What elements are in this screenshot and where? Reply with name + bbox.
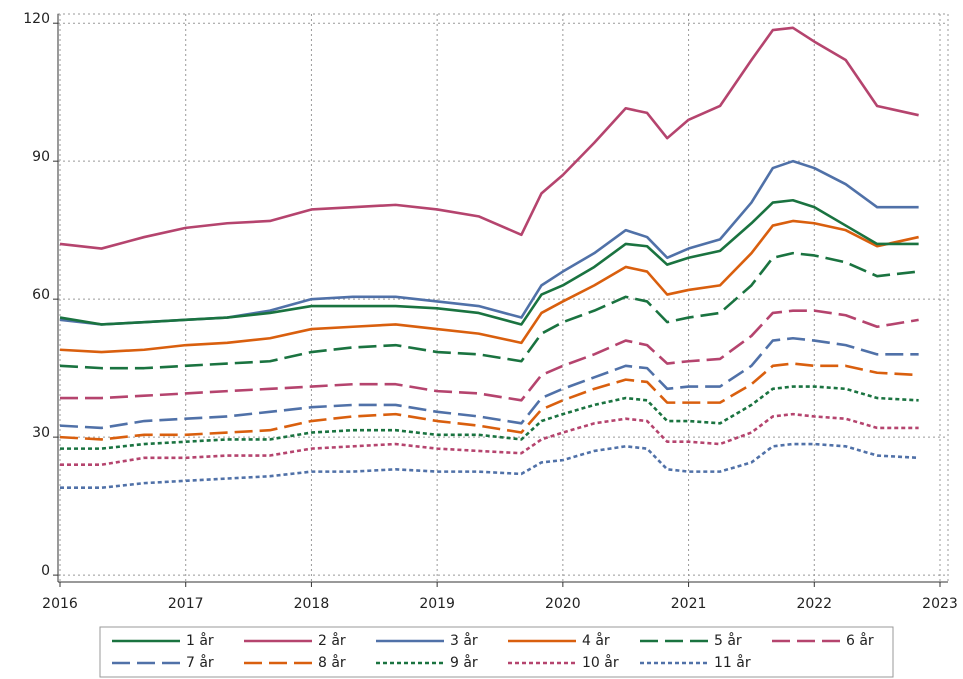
x-tick-label: 2023 <box>922 596 958 612</box>
series-line <box>59 336 919 430</box>
series-line <box>60 412 919 467</box>
legend-label: 1 år <box>186 632 214 649</box>
legend-label: 9 år <box>450 654 478 671</box>
series-line <box>59 251 919 370</box>
legend-box <box>99 626 894 678</box>
series-line <box>60 385 919 450</box>
legend-label: 7 år <box>186 654 214 671</box>
legend-label: 5 år <box>714 632 742 649</box>
series-line <box>59 26 919 250</box>
x-tick-label: 2022 <box>796 596 832 612</box>
y-tick-label: 30 <box>32 425 50 441</box>
series-line <box>59 219 919 354</box>
legend: 1 år 2 år 3 år 4 år 5 år 6 år 7 år 8 år 9 år 10 å… <box>99 626 894 678</box>
series-line <box>60 442 919 490</box>
legend-label: 3 år <box>450 632 478 649</box>
x-tick-label: 2016 <box>42 596 78 612</box>
x-tick-label: 2017 <box>168 596 204 612</box>
x-tick-label: 2021 <box>671 596 707 612</box>
y-tick-label: 0 <box>41 563 50 579</box>
legend-label: 6 år <box>846 632 874 649</box>
legend-label: 2 år <box>318 632 346 649</box>
x-tick-label: 2020 <box>545 596 581 612</box>
series-line <box>59 159 919 326</box>
legend-label: 11 år <box>714 654 751 671</box>
series-line <box>60 309 919 402</box>
y-tick-label: 60 <box>32 287 50 303</box>
y-tick-label: 90 <box>32 149 50 165</box>
x-tick-label: 2018 <box>294 596 330 612</box>
legend-label: 4 år <box>582 632 610 649</box>
series-line <box>59 198 919 326</box>
legend-label: 10 år <box>582 654 619 671</box>
x-tick-label: 2019 <box>419 596 455 612</box>
series-line <box>59 362 919 441</box>
legend-label: 8 år <box>318 654 346 671</box>
y-tick-label: 120 <box>23 11 50 27</box>
